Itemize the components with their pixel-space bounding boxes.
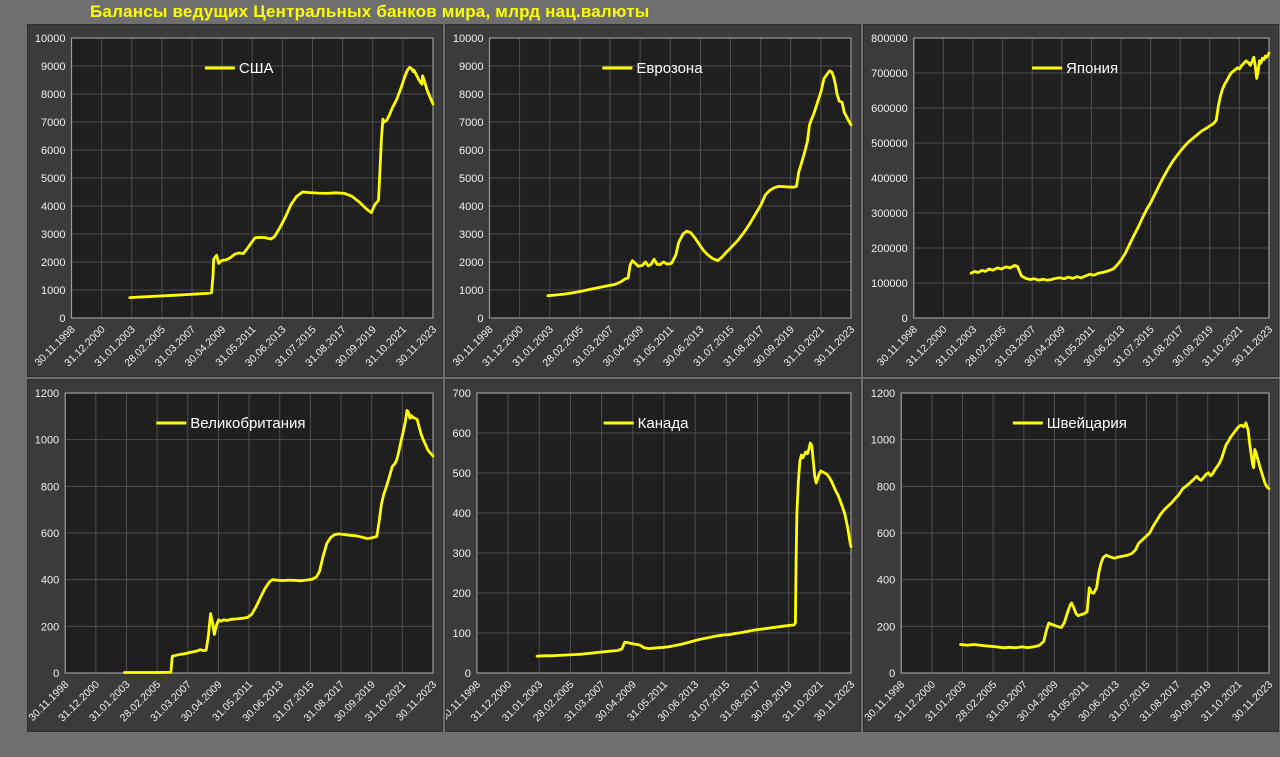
y-tick-label: 6000: [459, 145, 483, 157]
y-tick-label: 800000: [871, 33, 908, 45]
y-tick-label: 7000: [459, 117, 483, 129]
y-tick-label: 800: [41, 481, 59, 493]
plot-border: [913, 37, 1270, 319]
series-line-japan: [969, 51, 1271, 282]
series-line-eurozone: [546, 69, 853, 298]
chart-usa: 0 1000 2000 3000 4000 5000 6000 7000 8000 9000 100…: [33, 33, 440, 369]
y-tick-label: 400: [877, 575, 895, 587]
y-tick-label: 800: [877, 481, 895, 493]
chart-eurozone: 0 1000 2000 3000 4000 5000 6000 7000 8000 9000 100…: [451, 33, 858, 369]
y-tick-label: 9000: [41, 61, 65, 73]
y-tick-label: 700: [453, 388, 471, 400]
y-tick-label: 0: [53, 668, 59, 680]
y-tick-label: 400: [453, 508, 471, 520]
y-tick-label: 400000: [871, 173, 908, 185]
plot-border: [64, 392, 434, 674]
chart-canada: 010020030040050060070030.11.199831.12.20…: [446, 388, 857, 724]
y-tick-label: 200: [453, 588, 471, 600]
y-tick-label: 8000: [41, 89, 65, 101]
y-tick-label: 6000: [41, 145, 65, 157]
y-tick-label: 9000: [459, 61, 483, 73]
y-tick-label: 600: [41, 528, 59, 540]
y-tick-label: 7000: [41, 117, 65, 129]
y-tick-label: 1200: [871, 388, 895, 400]
y-tick-label: 5000: [41, 173, 65, 185]
series-line-switzerland: [959, 421, 1271, 650]
y-tick-label: 5000: [459, 173, 483, 185]
y-tick-label: 2000: [41, 257, 65, 269]
y-tick-label: 1200: [35, 388, 59, 400]
y-tick-label: 500000: [871, 138, 908, 150]
chart-title: Балансы ведущих Центральных банков мира,…: [90, 2, 650, 21]
y-tick-label: 10000: [35, 33, 66, 45]
y-tick-label: 200000: [871, 243, 908, 255]
y-tick-label: 4000: [41, 201, 65, 213]
legend-label: Великобритания: [190, 415, 305, 432]
chart-panel-canada: 0 100 200 300 400 500 600 700 30.11.1998 31.12.20…: [445, 379, 861, 732]
plot-border: [476, 392, 852, 674]
y-tick-label: 10000: [453, 33, 484, 45]
y-tick-label: 0: [465, 668, 471, 680]
y-tick-label: 0: [59, 313, 65, 325]
chart-panel-usa: 0 1000 2000 3000 4000 5000 6000 7000 8000 9000 100…: [27, 24, 443, 377]
y-tick-label: 500: [453, 468, 471, 480]
plot-border: [488, 37, 852, 319]
chart-uk: 02004006008001000120030.11.199831.12.200…: [28, 388, 439, 724]
y-tick-label: 700000: [871, 68, 908, 80]
y-tick-label: 0: [889, 668, 895, 680]
plot-border: [70, 37, 434, 319]
y-tick-label: 300000: [871, 208, 908, 220]
chart-japan: 0 100000 200000 300000 400000 500000 600000 700…: [871, 33, 1275, 369]
y-tick-label: 1000: [871, 435, 895, 447]
y-tick-label: 1000: [459, 285, 483, 297]
legend-label: Канада: [638, 415, 689, 432]
chart-switzerland: 02004006008001000120030.11.199831.12.200…: [864, 388, 1275, 724]
chart-panel-switzerland: 0 200 400 600 800 1000 1200 30.11.1998 31.12.200…: [863, 379, 1279, 732]
y-tick-label: 4000: [459, 201, 483, 213]
legend-label: США: [239, 60, 274, 77]
chart-panel-uk: 0 200 400 600 800 1000 1200 30.11.1998 31.12.200…: [27, 379, 443, 732]
y-tick-label: 600: [877, 528, 895, 540]
y-tick-label: 0: [902, 313, 908, 325]
legend-label: Япония: [1066, 60, 1118, 77]
y-tick-label: 0: [477, 313, 483, 325]
charts-grid: 0 1000 2000 3000 4000 5000 6000 7000 8000 9000 100…: [27, 24, 1279, 732]
y-tick-label: 400: [41, 575, 59, 587]
chart-panel-eurozone: 0 1000 2000 3000 4000 5000 6000 7000 8000 9000 100…: [445, 24, 861, 377]
y-tick-label: 1000: [41, 285, 65, 297]
y-tick-label: 2000: [459, 257, 483, 269]
y-tick-label: 200: [41, 621, 59, 633]
y-tick-label: 3000: [459, 229, 483, 241]
y-tick-label: 1000: [35, 435, 59, 447]
y-tick-label: 300: [453, 548, 471, 560]
plot-border: [900, 392, 1270, 674]
chart-panel-japan: 0 100000 200000 300000 400000 500000 600000 700…: [863, 24, 1279, 377]
y-tick-label: 200: [877, 621, 895, 633]
y-tick-label: 600000: [871, 103, 908, 115]
y-tick-label: 100000: [871, 278, 908, 290]
y-tick-label: 100: [453, 628, 471, 640]
series-line-usa: [128, 66, 435, 300]
y-tick-label: 8000: [459, 89, 483, 101]
series-line-canada: [535, 441, 853, 658]
series-line-uk: [123, 409, 435, 674]
legend-label: Еврозона: [636, 60, 703, 77]
y-tick-label: 600: [453, 428, 471, 440]
legend-label: Швейцария: [1047, 415, 1127, 432]
y-tick-label: 3000: [41, 229, 65, 241]
